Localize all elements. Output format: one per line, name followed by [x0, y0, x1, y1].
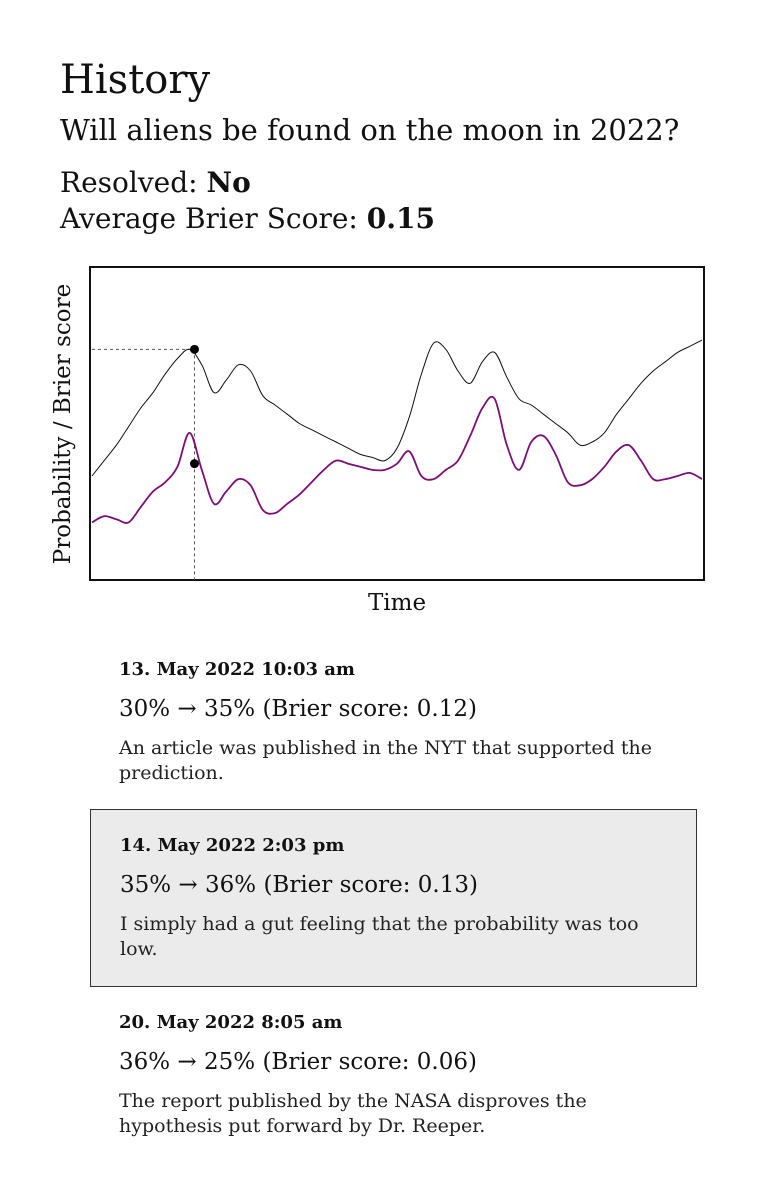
- entry-probability-change: 36% → 25% (Brier score: 0.06): [119, 1049, 477, 1075]
- entry-note: An article was published in the NYT that…: [119, 737, 652, 784]
- entry-note: The report published by the NASA disprov…: [119, 1090, 587, 1137]
- resolved-status: Resolved: No: [60, 164, 251, 202]
- history-entry[interactable]: 13. May 2022 10:03 am 30% → 35% (Brier s…: [90, 658, 697, 786]
- plot-layer: [91, 339, 703, 580]
- resolved-label: Resolved:: [60, 166, 207, 199]
- probability-line: [91, 339, 703, 477]
- entry-note: I simply had a gut feeling that the prob…: [120, 913, 639, 960]
- brier-point-marker[interactable]: [189, 459, 199, 469]
- entry-date: 13. May 2022 10:03 am: [119, 659, 355, 680]
- resolved-value: No: [206, 166, 251, 199]
- probability-point-marker[interactable]: [189, 344, 199, 354]
- average-brier-score: Average Brier Score: 0.15: [60, 200, 435, 238]
- chart-svg[interactable]: Probability / Brier score Time: [40, 262, 720, 632]
- brier-score-line: [91, 395, 703, 524]
- brier-label: Average Brier Score:: [60, 202, 367, 235]
- history-entry-selected[interactable]: 14. May 2022 2:03 pm 35% → 36% (Brier sc…: [90, 809, 697, 987]
- history-entry[interactable]: 20. May 2022 8:05 am 36% → 25% (Brier sc…: [90, 1011, 697, 1139]
- entry-date: 20. May 2022 8:05 am: [119, 1012, 343, 1033]
- page-title: History: [60, 57, 211, 103]
- x-axis-label: Time: [368, 590, 426, 616]
- entry-probability-change: 35% → 36% (Brier score: 0.13): [120, 872, 478, 898]
- question-title: Will aliens be found on the moon in 2022…: [60, 113, 680, 147]
- history-chart[interactable]: Probability / Brier score Time: [40, 262, 720, 632]
- brier-value: 0.15: [366, 202, 435, 235]
- y-axis-label: Probability / Brier score: [50, 284, 76, 564]
- entry-probability-change: 30% → 35% (Brier score: 0.12): [119, 696, 477, 722]
- entry-date: 14. May 2022 2:03 pm: [120, 835, 345, 856]
- plot-frame: [89, 266, 705, 581]
